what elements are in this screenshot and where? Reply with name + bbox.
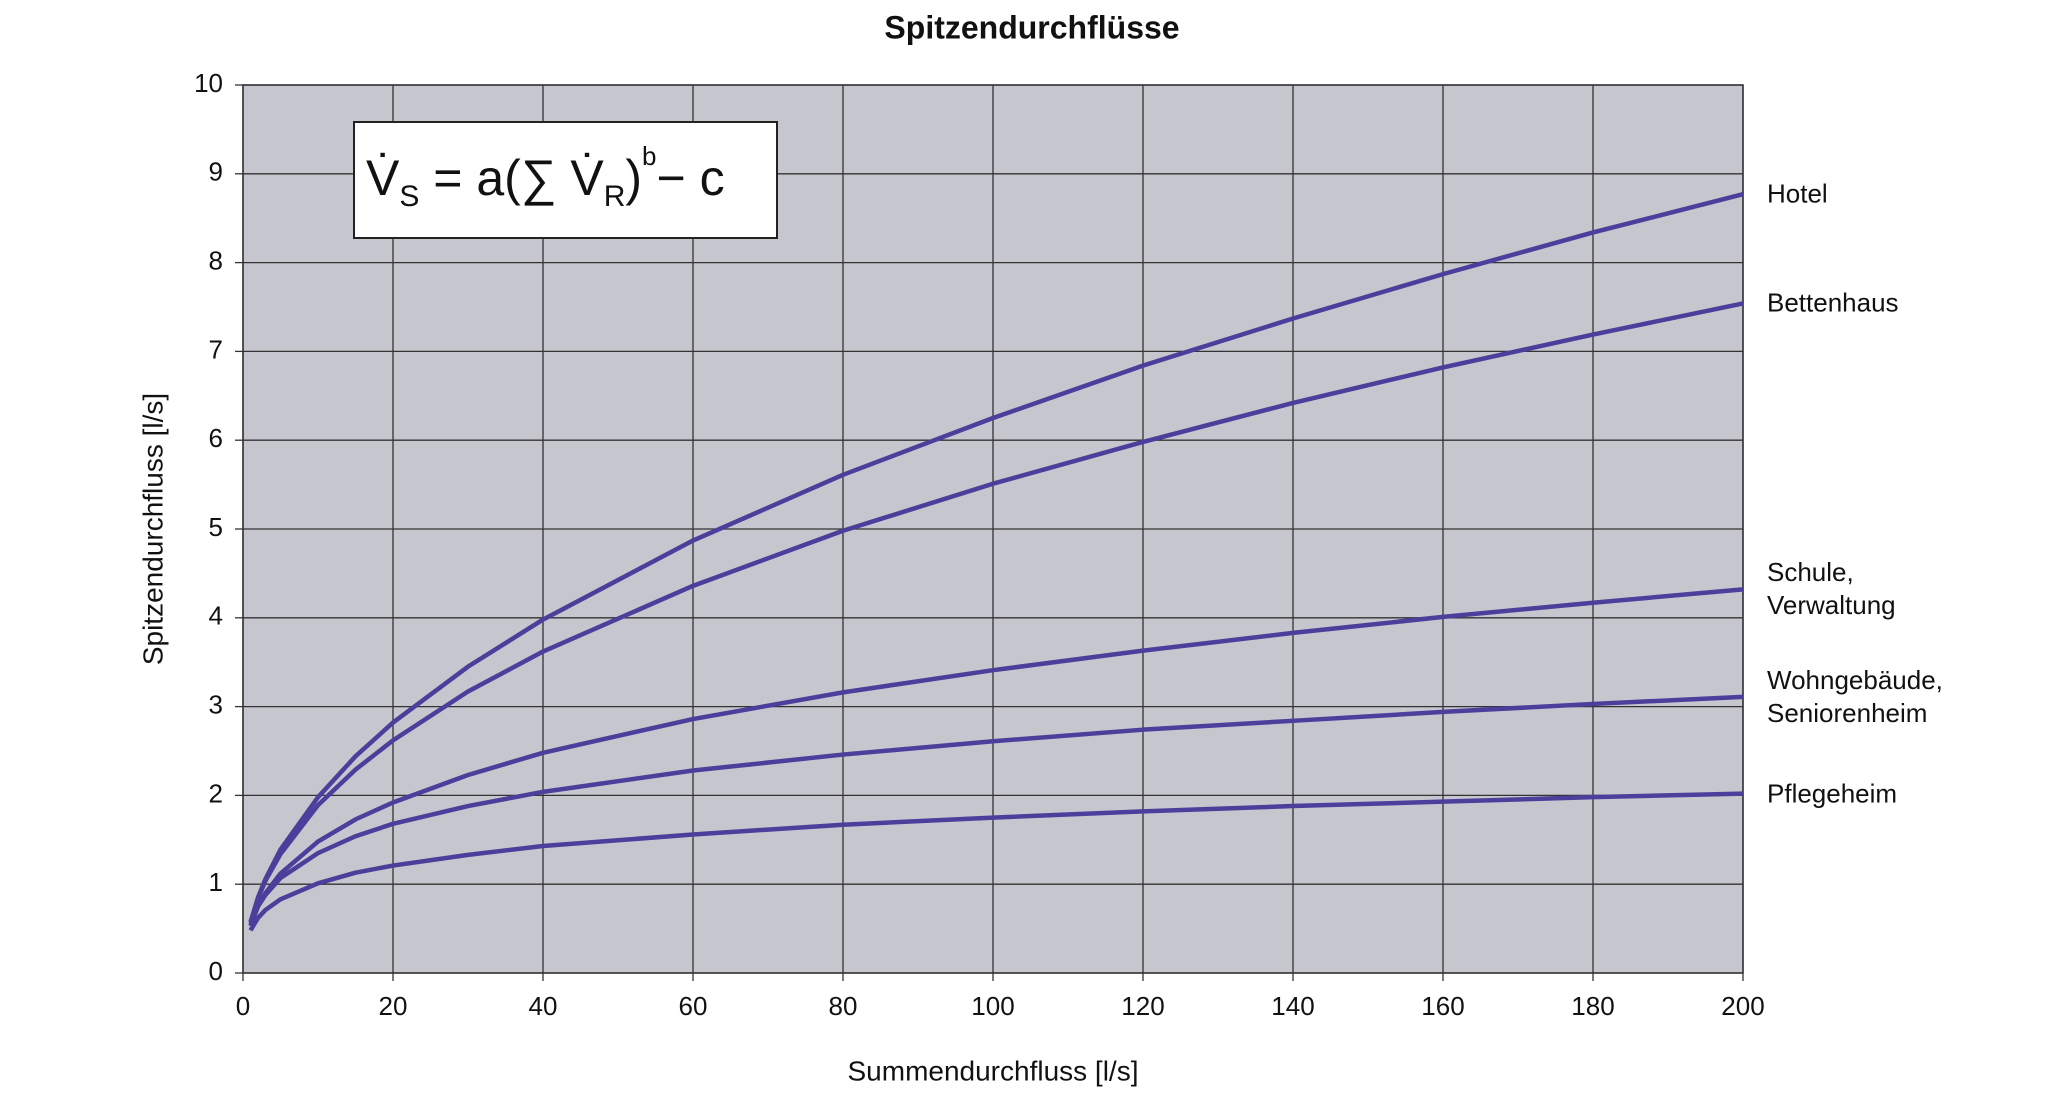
x-tick-label: 40: [529, 991, 558, 1021]
series-label: Wohngebäude, Seniorenheim: [1767, 664, 1943, 728]
formula-part: R: [604, 180, 626, 213]
formula-part: ): [625, 150, 642, 206]
x-tick-label: 100: [971, 991, 1014, 1021]
y-tick-label: 10: [194, 68, 223, 98]
y-tick-label: 9: [209, 157, 223, 187]
x-tick-label: 140: [1271, 991, 1314, 1021]
x-axis-label: Summendurchfluss [l/s]: [848, 1055, 1139, 1086]
y-axis-label: Spitzendurchfluss [l/s]: [137, 393, 168, 665]
series-label: Schule, Verwaltung: [1767, 557, 1896, 621]
x-tick-label: 120: [1121, 991, 1164, 1021]
formula-part: b: [642, 141, 656, 171]
y-tick-label: 2: [209, 778, 223, 808]
formula: V̇S = a(∑ V̇R)b− c: [366, 141, 725, 213]
formula-part: S: [399, 180, 419, 213]
y-tick-label: 3: [209, 689, 223, 719]
formula-part: = a(∑ V̇: [419, 150, 604, 206]
y-tick-label: 7: [209, 334, 223, 364]
chart-title: Spitzendurchflüsse: [884, 9, 1179, 45]
series-line: [248, 791, 1744, 932]
y-tick-label: 1: [209, 867, 223, 897]
formula-box: [353, 121, 778, 239]
series-label: Hotel: [1767, 178, 1828, 209]
series-label: Pflegeheim: [1767, 778, 1898, 809]
x-tick-label: 80: [829, 991, 858, 1021]
formula-part: − c: [657, 150, 725, 206]
x-tick-label: 0: [236, 991, 250, 1021]
x-tick-label: 200: [1721, 991, 1764, 1021]
x-tick-label: 20: [379, 991, 408, 1021]
series-line: [248, 694, 1744, 926]
x-tick-label: 180: [1571, 991, 1614, 1021]
y-tick-label: 5: [209, 512, 223, 542]
plot-border: [242, 84, 1744, 974]
series-line: [248, 587, 1744, 927]
series-label: Bettenhaus: [1767, 287, 1899, 318]
series-line: [248, 301, 1744, 924]
formula-part: V̇: [366, 150, 400, 206]
x-tick-label: 160: [1421, 991, 1464, 1021]
x-tick-label: 60: [679, 991, 708, 1021]
y-tick-label: 4: [209, 601, 223, 631]
y-tick-label: 8: [209, 245, 223, 275]
y-tick-label: 0: [209, 956, 223, 986]
y-tick-label: 6: [209, 423, 223, 453]
